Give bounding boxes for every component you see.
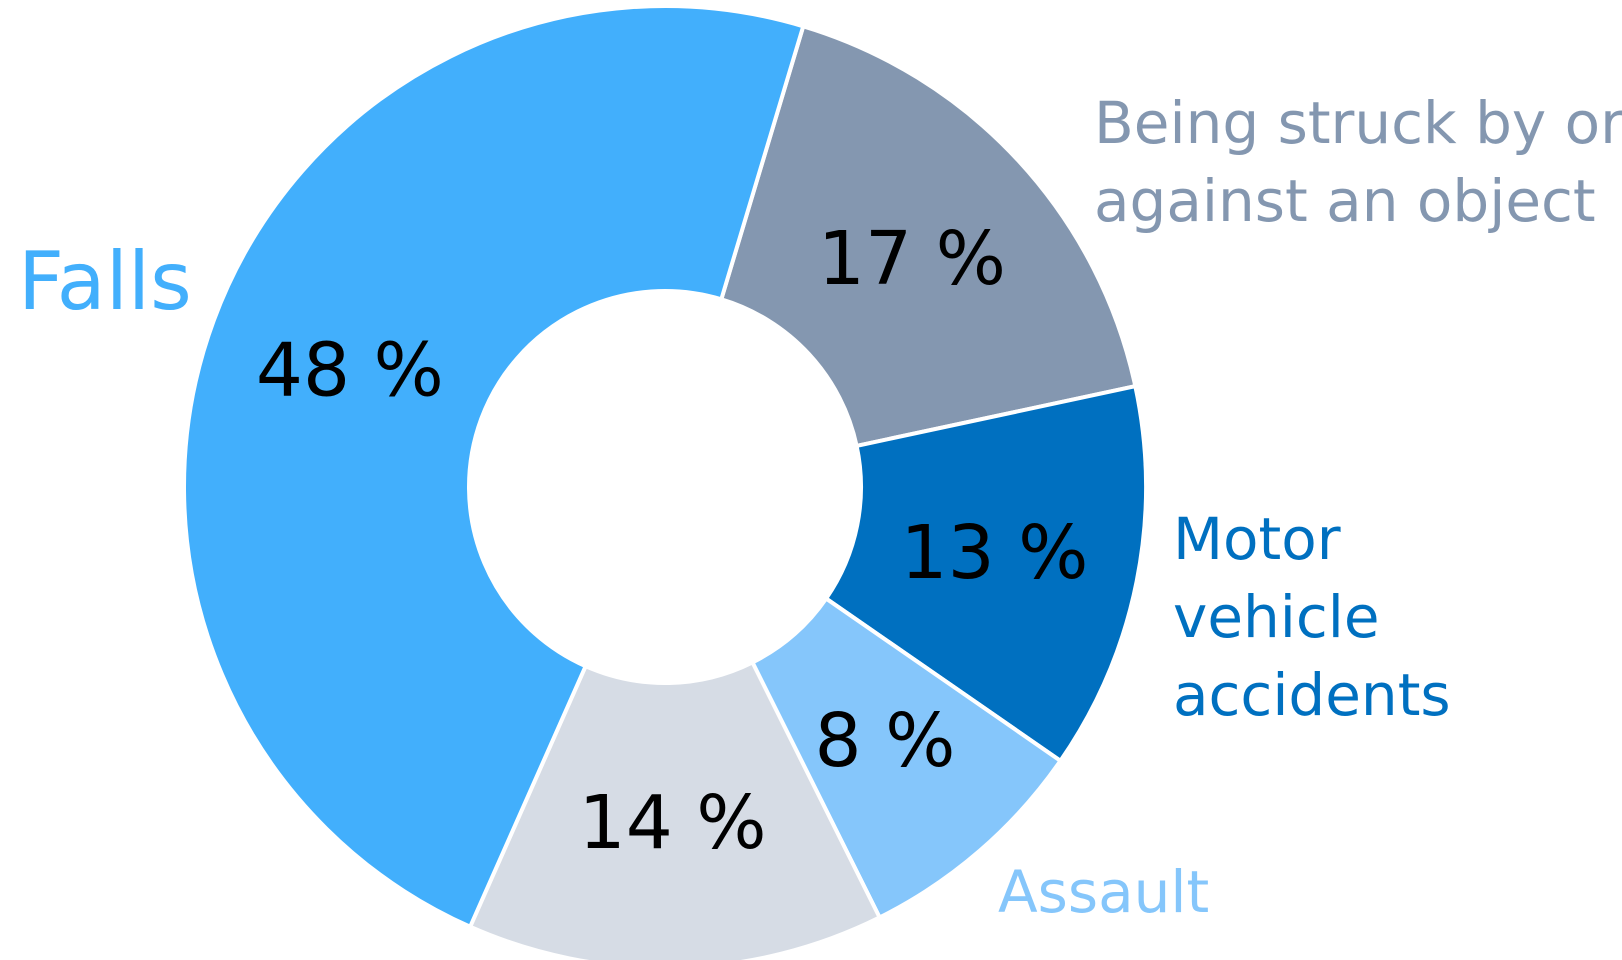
category-label: Falls (18, 235, 192, 328)
donut-slice (467, 659, 883, 960)
value-label: 48 % (256, 327, 444, 413)
donut-slice (823, 383, 1148, 764)
value-label: 8 % (815, 698, 956, 784)
value-label: 17 % (818, 216, 1006, 302)
value-label: 14 % (579, 780, 767, 866)
category-label: Motor vehicle accidents (1173, 505, 1451, 729)
donut-slice (718, 23, 1138, 449)
donut-slice (749, 595, 1064, 921)
category-label: Being struck by or against an object (1094, 89, 1622, 235)
value-label: 13 % (900, 510, 1088, 596)
category-label: Assault (998, 858, 1210, 926)
donut-slice (182, 4, 806, 930)
